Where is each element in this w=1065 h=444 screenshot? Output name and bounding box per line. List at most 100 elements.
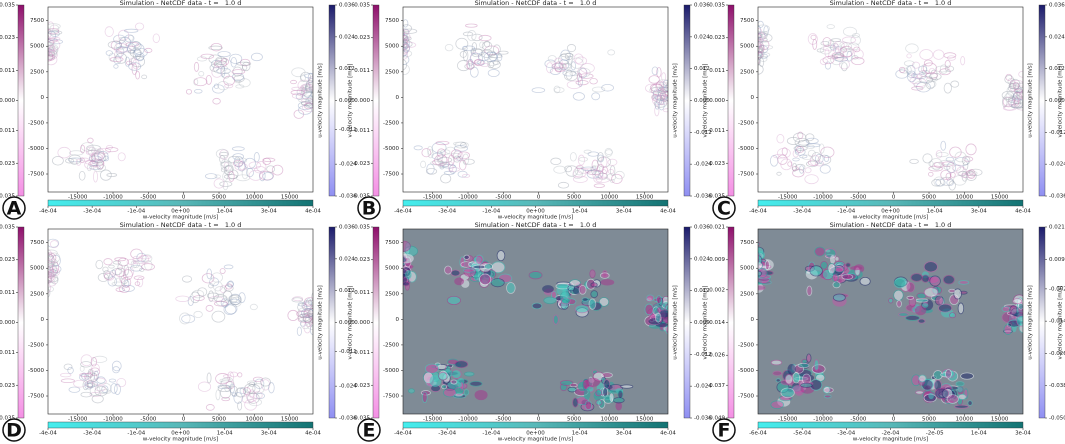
flow-blob xyxy=(85,146,96,155)
colorbar-tick-label: 3e-04 xyxy=(616,431,632,437)
x-tick-label: 15000 xyxy=(636,195,654,201)
flow-blob xyxy=(853,49,864,60)
flow-blob xyxy=(130,248,143,260)
flow-blob xyxy=(50,30,60,37)
flow-blob xyxy=(450,149,462,159)
flow-blob xyxy=(481,49,493,58)
flow-blob xyxy=(78,170,86,181)
flow-blob xyxy=(403,37,404,42)
flow-blob xyxy=(48,271,53,278)
flow-blob xyxy=(435,140,450,146)
flow-blob xyxy=(952,175,967,186)
flow-blob xyxy=(224,164,234,173)
flow-blob xyxy=(928,67,936,75)
flow-blob xyxy=(249,389,255,399)
colorbar xyxy=(17,4,25,197)
flow-blob xyxy=(609,165,616,176)
flow-blob xyxy=(304,315,313,327)
flow-blob xyxy=(660,90,666,100)
flow-blob xyxy=(591,165,597,176)
flow-blob xyxy=(211,66,223,78)
flow-blob xyxy=(603,379,611,389)
flow-blob xyxy=(299,313,310,319)
flow-blob xyxy=(759,30,769,37)
flow-blob xyxy=(90,356,97,367)
x-tick-label: 0 xyxy=(537,195,541,201)
flow-blob xyxy=(403,36,405,43)
flow-blob xyxy=(946,394,959,404)
flow-blob xyxy=(834,52,845,62)
colorbar xyxy=(17,226,25,419)
colorbar-tick-label: 0.012 xyxy=(1049,66,1065,72)
flow-blob xyxy=(48,44,59,53)
flow-blob xyxy=(572,397,579,408)
flow-blob xyxy=(840,42,852,51)
flow-blob xyxy=(298,98,310,103)
flow-blob xyxy=(91,158,97,165)
flow-blob xyxy=(477,51,490,62)
flow-blob xyxy=(80,354,93,367)
flow-blob xyxy=(607,169,615,174)
flow-blob xyxy=(48,30,63,35)
flow-blob xyxy=(775,378,781,383)
colorbar-tick-label: 0.000 xyxy=(354,320,370,326)
flow-blob xyxy=(297,302,308,312)
flow-blob xyxy=(483,51,498,63)
colorbar-tick-label: -3e-04 xyxy=(438,209,456,215)
colorbar-tick-label: 0.023 xyxy=(354,257,370,263)
flow-blob xyxy=(914,305,927,316)
flow-blob xyxy=(311,86,313,93)
colorbar-tick-label: -0.011 xyxy=(0,350,15,356)
flow-blob xyxy=(850,265,863,271)
flow-blob xyxy=(152,33,160,44)
flow-blob xyxy=(486,50,496,57)
flow-blob xyxy=(220,160,233,172)
flow-blob xyxy=(236,61,252,66)
flow-blob xyxy=(475,254,484,265)
flow-blob xyxy=(595,176,611,183)
flow-blob xyxy=(125,60,133,66)
flow-blob xyxy=(466,60,475,70)
flow-blob xyxy=(297,101,313,111)
flow-blob xyxy=(233,392,243,404)
colorbar-label: u-velocity magnitude [m/s] xyxy=(318,285,324,359)
flow-blob xyxy=(126,258,137,265)
flow-blob xyxy=(946,179,954,187)
x-tick-label: 15000 xyxy=(281,417,299,423)
flow-blob xyxy=(574,166,584,176)
flow-blob xyxy=(175,295,191,302)
flow-blob xyxy=(769,155,779,167)
flow-blob xyxy=(444,43,454,52)
flow-blob xyxy=(48,44,55,52)
flow-blob xyxy=(595,399,603,406)
flow-blob xyxy=(113,34,126,44)
flow-blob xyxy=(208,296,224,302)
y-tick-label: -7500 xyxy=(738,394,754,400)
colorbar-tick-label: 0.024 xyxy=(1049,34,1065,40)
flow-blob xyxy=(770,400,785,410)
flow-blob xyxy=(606,173,617,181)
flow-blob xyxy=(478,34,492,42)
flow-blob xyxy=(48,41,54,51)
flow-blob xyxy=(477,59,486,66)
flow-blob xyxy=(899,67,909,74)
flow-blob xyxy=(118,36,132,49)
flow-blob xyxy=(223,165,234,176)
flow-blob xyxy=(934,65,950,73)
flow-blob xyxy=(777,154,788,165)
flow-blob xyxy=(759,57,765,68)
flow-blob xyxy=(487,57,499,67)
flow-blob xyxy=(301,101,312,106)
y-tick-label: -7500 xyxy=(383,172,399,178)
flow-blob xyxy=(758,45,769,54)
flow-blob xyxy=(290,89,306,96)
flow-blob xyxy=(1002,105,1017,111)
flow-blob xyxy=(88,155,102,162)
flow-blob xyxy=(772,370,783,376)
colorbar-tick-label: -0.014 xyxy=(707,320,725,326)
flow-blob xyxy=(659,94,668,102)
plot-title: Simulation - NetCDF data - t = 1.0 d xyxy=(830,221,952,229)
flow-blob xyxy=(43,32,47,42)
flow-blob xyxy=(758,33,763,39)
x-tick-label: -5000 xyxy=(850,417,866,423)
